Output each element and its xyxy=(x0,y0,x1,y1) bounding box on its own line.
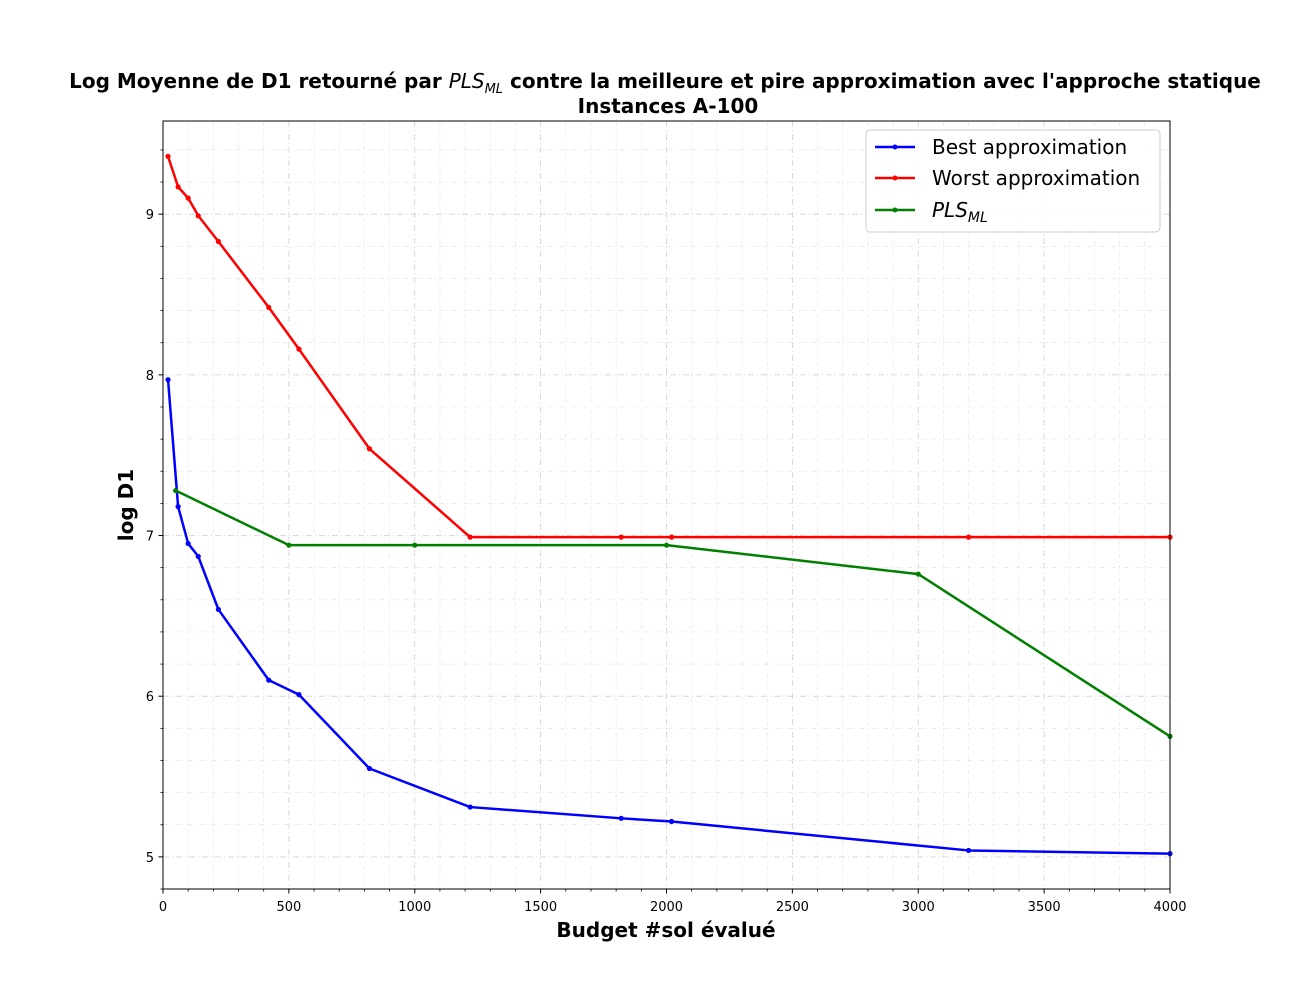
legend-marker-best xyxy=(892,144,898,150)
data-point-worst xyxy=(165,153,171,159)
data-point-worst xyxy=(966,534,972,540)
legend-label-plsml: PLSML xyxy=(932,198,988,226)
legend-marker-worst xyxy=(892,175,898,181)
series-line-plsml xyxy=(175,489,1171,738)
data-point-plsml xyxy=(915,571,921,577)
x-tick-label: 2000 xyxy=(650,900,683,915)
data-point-worst xyxy=(266,304,272,310)
x-tick-label: 2500 xyxy=(776,900,809,915)
y-tick-label: 9 xyxy=(146,208,154,223)
legend-label-best: Best approximation xyxy=(932,135,1127,159)
data-point-best xyxy=(668,818,675,825)
data-point-best xyxy=(175,504,181,510)
series-line-best xyxy=(166,379,1171,855)
data-point-best xyxy=(266,677,272,683)
data-point-best xyxy=(966,847,972,854)
y-tick-label: 7 xyxy=(146,530,154,545)
data-point-worst xyxy=(185,195,191,201)
x-tick-label: 3000 xyxy=(902,900,935,915)
grid xyxy=(162,121,1171,890)
y-tick-label: 5 xyxy=(146,851,154,866)
series-layer xyxy=(165,153,1173,857)
y-tick-label: 6 xyxy=(146,690,154,705)
data-point-worst xyxy=(175,184,181,190)
data-point-best xyxy=(467,804,473,810)
chart-title-line2: Instances A-100 xyxy=(578,94,759,118)
data-point-best xyxy=(366,765,373,772)
data-point-worst xyxy=(467,534,473,540)
data-point-best xyxy=(185,540,191,547)
legend-label-worst: Worst approximation xyxy=(932,166,1140,190)
data-point-worst xyxy=(618,534,624,540)
data-point-best xyxy=(165,377,171,383)
data-point-worst xyxy=(195,213,201,219)
chart-title-line1: Log Moyenne de D1 retourné par PLSML con… xyxy=(69,69,1261,97)
data-point-best xyxy=(195,553,201,560)
data-point-plsml xyxy=(286,542,292,548)
ticks: 0 500 1000 1500 2000 2500 3000 3500 4000 5 6 7 8 9 xyxy=(146,149,1187,915)
x-tick-label: 1500 xyxy=(524,900,557,915)
y-tick-label: 8 xyxy=(146,369,154,384)
data-point-worst xyxy=(296,346,302,352)
data-point-plsml xyxy=(412,542,418,548)
y-axis-label: log D1 xyxy=(114,469,138,541)
data-point-best xyxy=(215,606,221,613)
x-tick-label: 1000 xyxy=(398,900,431,915)
x-tick-label: 3500 xyxy=(1028,900,1061,915)
data-point-worst xyxy=(668,534,675,540)
x-tick-label: 500 xyxy=(276,900,301,915)
data-point-plsml xyxy=(172,487,179,494)
data-point-worst xyxy=(215,238,221,245)
legend-box xyxy=(865,129,1161,233)
x-tick-label: 0 xyxy=(159,900,167,915)
x-tick-label: 4000 xyxy=(1153,900,1186,915)
data-point-best xyxy=(618,815,624,821)
x-axis-label: Budget #sol évalué xyxy=(556,918,775,942)
data-point-plsml xyxy=(663,542,670,548)
legend: Best approximation Worst approximation P… xyxy=(865,129,1161,233)
data-point-best xyxy=(296,691,302,698)
legend-marker-plsml xyxy=(892,207,898,213)
data-point-worst xyxy=(366,446,373,452)
